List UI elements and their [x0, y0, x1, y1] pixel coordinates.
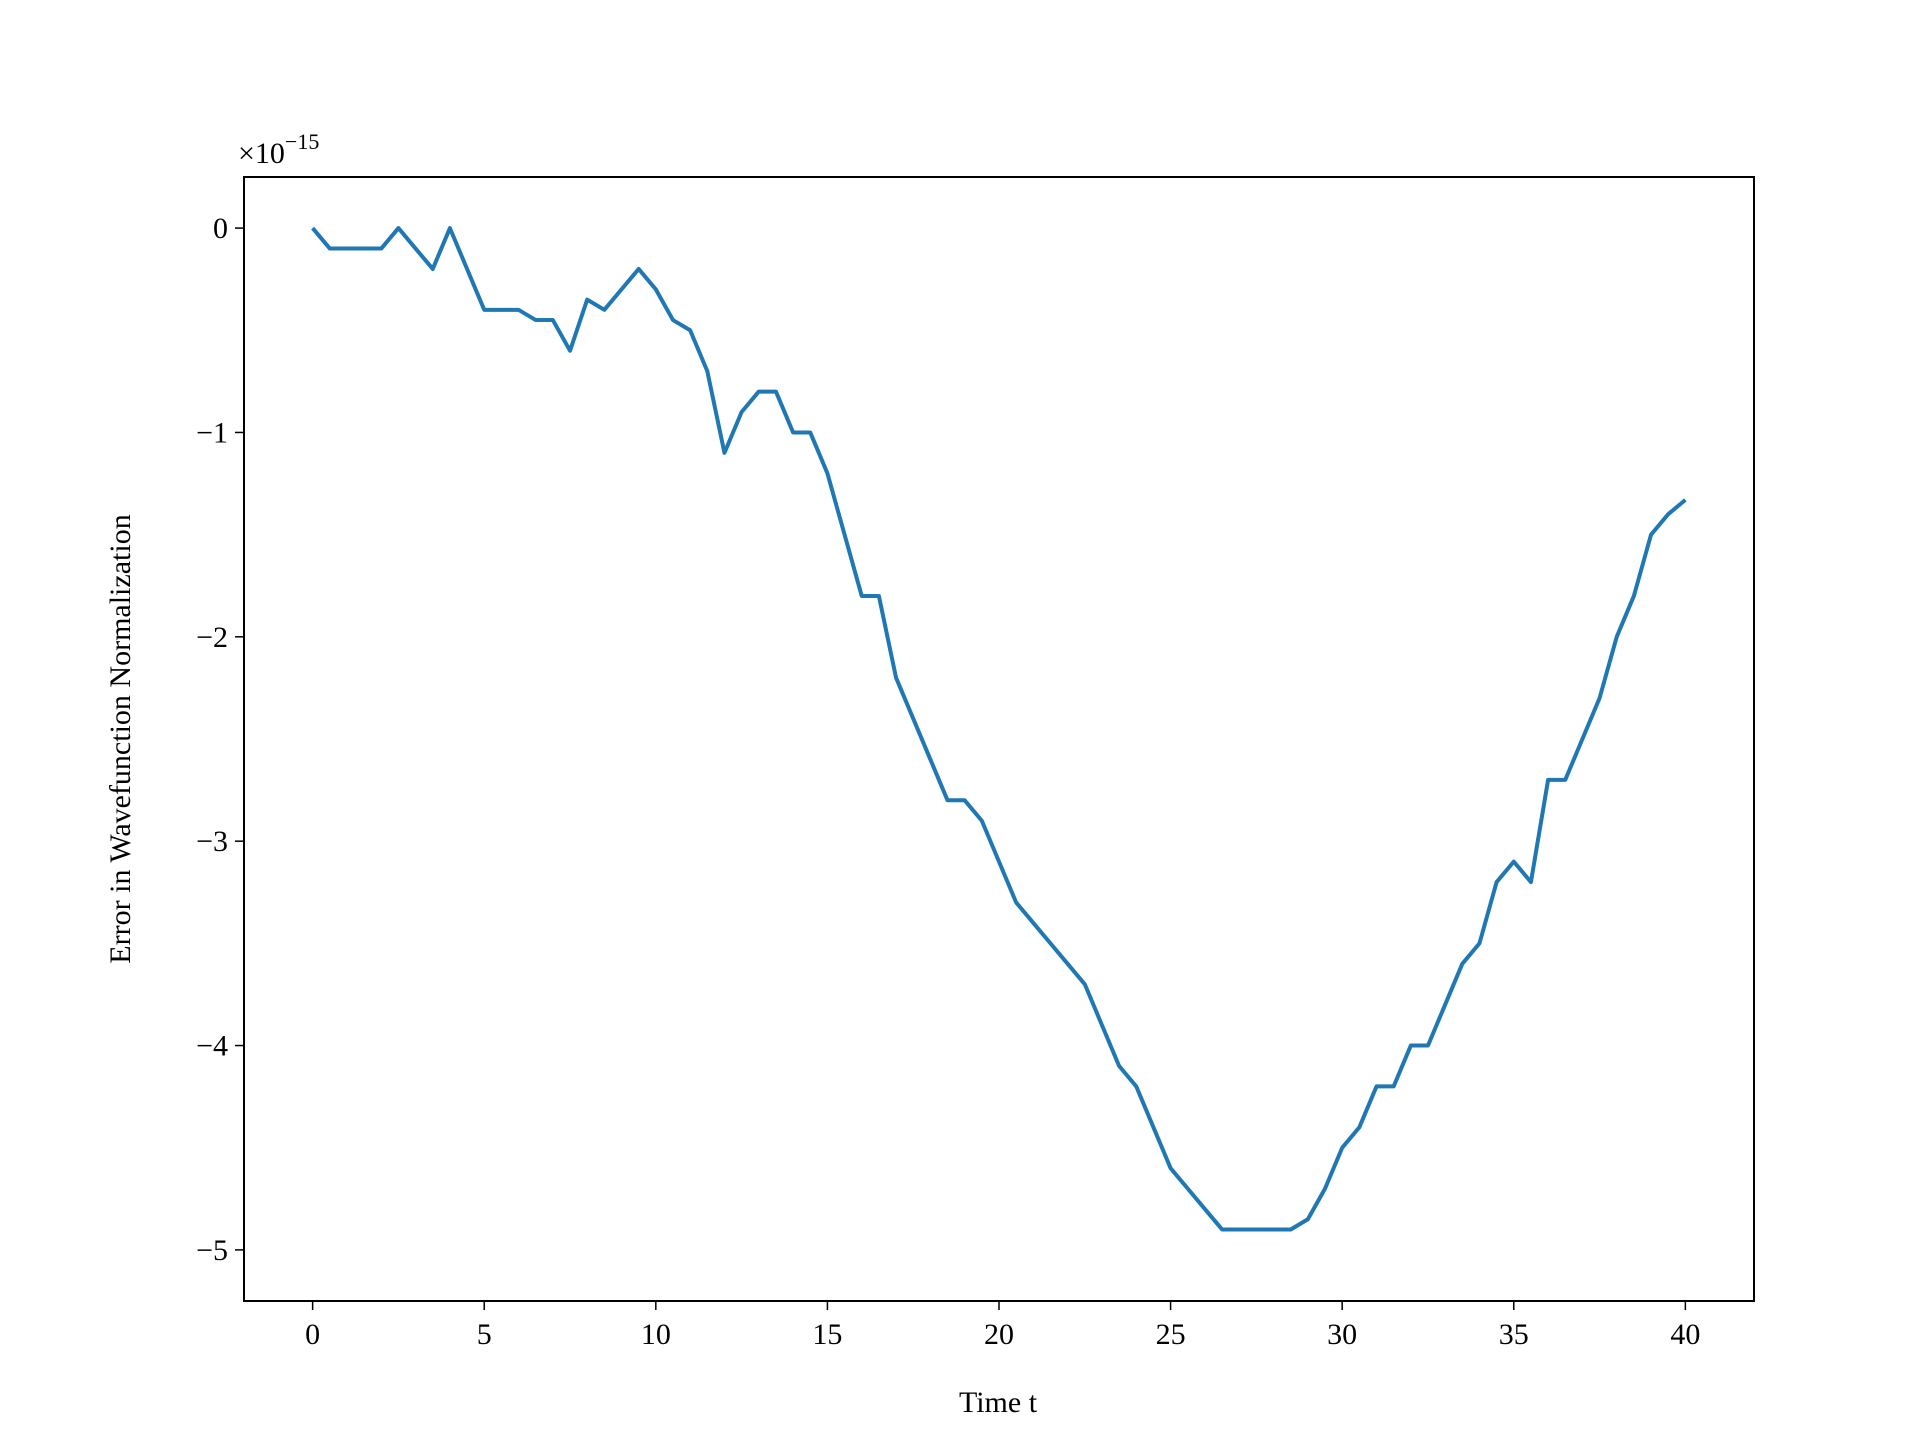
data-line — [311, 226, 1687, 1232]
x-tick-label: 30 — [1327, 1318, 1357, 1351]
x-tick-label: 15 — [812, 1318, 842, 1351]
y-axis-label: Error in Wavefunction Normalization — [104, 514, 137, 963]
y-tick-label: −2 — [196, 621, 228, 654]
x-tick-label: 35 — [1499, 1318, 1529, 1351]
x-tick-label: 0 — [305, 1318, 320, 1351]
y-tick-label: −4 — [196, 1030, 228, 1063]
y-tick-label: −5 — [196, 1234, 228, 1267]
offset-exponent: −15 — [285, 129, 319, 154]
x-tick-label: 25 — [1156, 1318, 1186, 1351]
y-tick-label: 0 — [213, 212, 228, 245]
x-axis-label: Time t — [959, 1386, 1038, 1419]
x-tick-label: 40 — [1670, 1318, 1700, 1351]
x-tick-label: 5 — [477, 1318, 492, 1351]
offset-base: ×10 — [238, 137, 285, 170]
x-tick-label: 10 — [641, 1318, 671, 1351]
plot-frame — [243, 176, 1755, 1302]
y-tick-label: −1 — [196, 416, 228, 449]
x-tick-label: 20 — [984, 1318, 1014, 1351]
y-offset-label: ×10−15 — [238, 129, 319, 170]
y-tick-label: −3 — [196, 825, 228, 858]
